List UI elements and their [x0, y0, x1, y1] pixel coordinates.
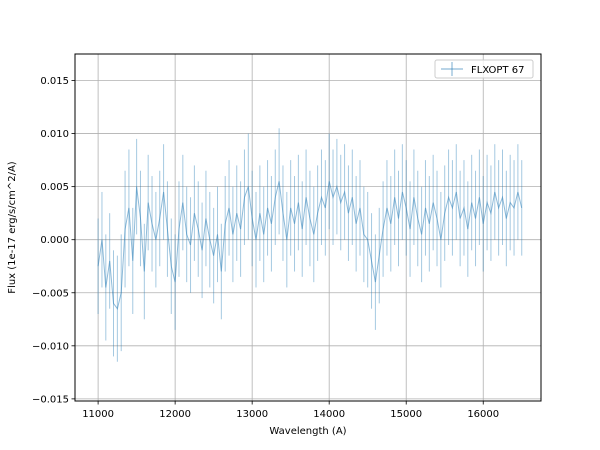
y-axis-ticks: −0.015 −0.010 −0.005 0.000 0.005 0.010 0.015: [32, 76, 75, 405]
x-axis-ticks: 11000 12000 13000 14000 15000 16000: [82, 401, 499, 420]
x-axis-label: Wavelength (A): [269, 426, 346, 437]
plot-frame: [74, 53, 542, 402]
series-line: [97, 181, 523, 310]
x-tick-label: 14000: [313, 409, 345, 420]
y-tick-label: −0.010: [32, 341, 69, 352]
y-gridlines: [75, 80, 541, 400]
x-tick-label: 16000: [467, 409, 499, 420]
legend: FLXOPT 67: [434, 59, 534, 79]
x-tick-label: 12000: [159, 409, 191, 420]
x-tick-label: 11000: [82, 409, 114, 420]
y-axis-label: Flux (1e-17 erg/s/cm^2/A): [7, 161, 18, 293]
series-flxopt: [97, 128, 523, 362]
y-tick-label: 0.000: [40, 235, 69, 246]
legend-entry-label: FLXOPT 67: [471, 65, 524, 76]
y-tick-label: 0.010: [40, 129, 69, 140]
y-tick-label: −0.015: [32, 394, 69, 405]
x-gridlines: [97, 54, 484, 401]
legend-box: [434, 59, 534, 79]
y-tick-label: −0.005: [32, 288, 69, 299]
y-tick-label: 0.005: [40, 182, 69, 193]
y-tick-label: 0.015: [40, 76, 69, 87]
x-tick-label: 15000: [390, 409, 422, 420]
x-tick-label: 13000: [236, 409, 268, 420]
